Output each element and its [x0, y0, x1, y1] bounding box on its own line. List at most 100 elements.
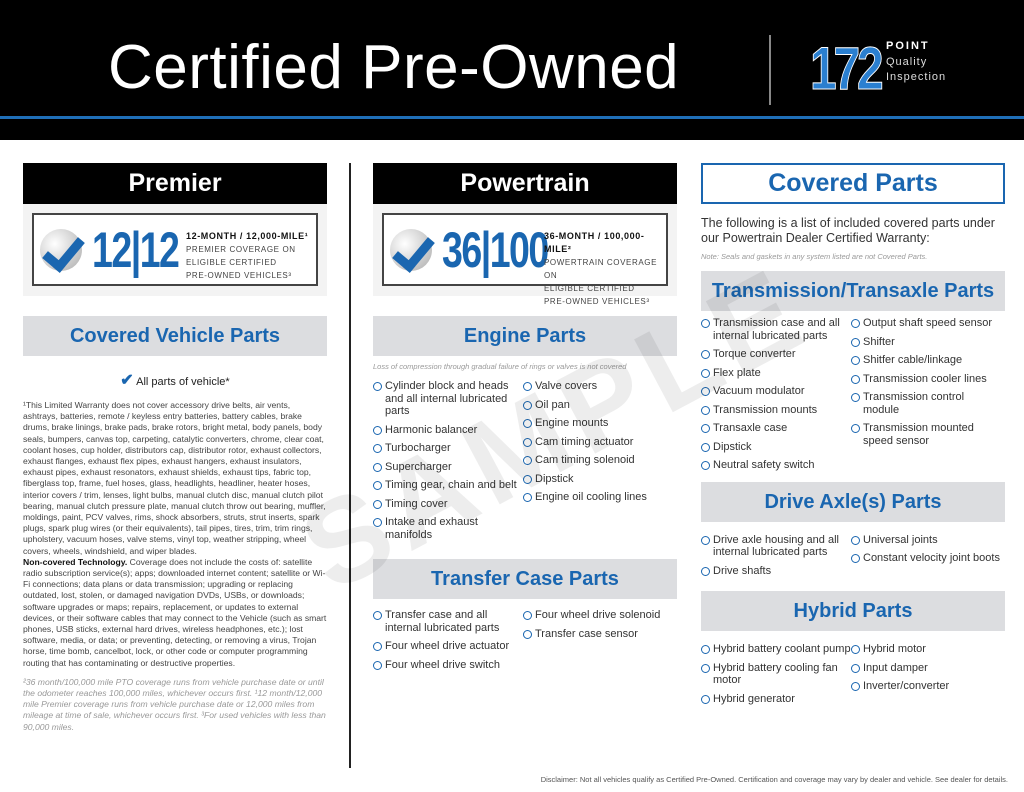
list-item: Cam timing solenoid [523, 454, 673, 467]
list-item: Output shaft speed sensor [851, 317, 1001, 330]
badge-text: PRE-OWNED VEHICLES³ [186, 271, 292, 280]
list-item: Hybrid motor [851, 643, 1001, 656]
hybrid-parts-list: Hybrid battery coolant pump Hybrid batter… [701, 643, 1005, 711]
parts-sublist: Transfer case and all internal lubricate… [373, 609, 523, 677]
badge-text: ELIGIBLE CERTIFIED [544, 284, 635, 293]
badge-text: PRE-OWNED VEHICLES³ [544, 297, 650, 306]
premier-column: Premier 12|12 12-MONTH / 12,000-MILE¹ PRE… [23, 163, 327, 733]
list-item: Hybrid battery coolant pump [701, 643, 851, 656]
badge-numbers: 12|12 [92, 222, 180, 278]
inspection-number: 172 [810, 35, 884, 103]
list-item: Hybrid battery cooling fan motor [701, 662, 851, 687]
list-item: Timing cover [373, 498, 523, 511]
header-banner: Certified Pre-Owned 172 POINT Quality In… [0, 0, 1024, 140]
checkmark-icon: ✔ [120, 372, 134, 389]
badge-text: PREMIER COVERAGE ON [186, 245, 296, 254]
engine-parts-list: Cylinder block and heads and all interna… [373, 380, 677, 547]
list-item: Input damper [851, 662, 1001, 675]
list-item: Cylinder block and heads and all interna… [373, 380, 523, 418]
list-item: Transmission mounted speed sensor [851, 422, 1001, 447]
list-item: Hybrid generator [701, 693, 851, 706]
inspection-label: POINT [886, 40, 930, 52]
covered-intro: The following is a list of included cove… [701, 216, 995, 245]
inspection-label: Inspection [886, 71, 947, 83]
list-item: Oil pan [523, 399, 673, 412]
checkmark-icon [390, 229, 432, 271]
section-title: Transmission/Transaxle Parts [701, 271, 1005, 311]
covered-parts-title: Covered Parts [701, 163, 1005, 204]
list-item: Engine mounts [523, 417, 673, 430]
premier-title: Premier [23, 163, 327, 204]
footnote: ²36 month/100,000 mile PTO coverage runs… [23, 676, 326, 732]
list-item: Shitfer cable/linkage [851, 354, 1001, 367]
parts-sublist: Universal joints Constant velocity joint … [851, 534, 1001, 584]
parts-sublist: Cylinder block and heads and all interna… [373, 380, 523, 547]
list-item: Four wheel drive solenoid [523, 609, 673, 622]
covered-parts-column: Covered Parts The following is a list of… [701, 163, 1005, 711]
list-item: Transaxle case [701, 422, 851, 435]
section-title: Engine Parts [373, 316, 677, 356]
engine-note: Loss of compression through gradual fail… [373, 362, 627, 371]
list-item: Constant velocity joint boots [851, 552, 1001, 565]
page-title: Certified Pre-Owned [108, 33, 680, 102]
parts-sublist: Hybrid battery coolant pump Hybrid batter… [701, 643, 851, 711]
list-item: Supercharger [373, 461, 523, 474]
premier-badge: 12|12 12-MONTH / 12,000-MILE¹ PREMIER COV… [32, 213, 318, 286]
powertrain-column: Powertrain 36|100 36-MONTH / 100,000-MIL… [373, 163, 677, 677]
list-item: Torque converter [701, 348, 851, 361]
list-item: Harmonic balancer [373, 424, 523, 437]
all-parts-line: ✔ All parts of vehicle* [23, 370, 327, 390]
list-item: Transmission control module [851, 391, 1001, 416]
list-item: Transfer case sensor [523, 628, 673, 641]
list-item: Engine oil cooling lines [523, 491, 673, 504]
list-item: Vacuum modulator [701, 385, 851, 398]
list-item: Timing gear, chain and belt [373, 479, 523, 492]
list-item: Intake and exhaust manifolds [373, 516, 523, 541]
list-item: Transmission cooler lines [851, 373, 1001, 386]
disclaimer: Disclaimer: Not all vehicles qualify as … [540, 775, 1008, 784]
covered-note: Note: Seals and gaskets in any system li… [701, 252, 928, 261]
list-item: Dipstick [701, 441, 851, 454]
powertrain-badge: 36|100 36-MONTH / 100,000-MILE² POWERTRAI… [382, 213, 668, 306]
list-item: Universal joints [851, 534, 1001, 547]
parts-sublist: Valve covers Oil pan Engine mounts Cam timi… [523, 380, 673, 547]
all-parts-text: All parts of vehicle* [136, 376, 230, 388]
parts-sublist: Transmission case and all internal lubri… [701, 317, 851, 478]
badge-text: POWERTRAIN COVERAGE ON [544, 258, 658, 280]
drive-axle-parts-list: Drive axle housing and all internal lubr… [701, 534, 1005, 584]
list-item: Drive axle housing and all internal lubr… [701, 534, 851, 559]
list-item: Drive shafts [701, 565, 851, 578]
section-title: Transfer Case Parts [373, 559, 677, 599]
header-accent-line [0, 116, 1024, 119]
list-item: Turbocharger [373, 442, 523, 455]
list-item: Dipstick [523, 473, 673, 486]
list-item: Four wheel drive switch [373, 659, 523, 672]
list-item: Flex plate [701, 367, 851, 380]
tech-label: Non-covered Technology. [23, 556, 128, 567]
list-item: Inverter/converter [851, 680, 1001, 693]
section-title: Covered Vehicle Parts [23, 316, 327, 356]
parts-sublist: Hybrid motor Input damper Inverter/convert… [851, 643, 1001, 711]
column-divider [349, 163, 351, 768]
list-item: Transfer case and all internal lubricate… [373, 609, 523, 634]
list-item: Four wheel drive actuator [373, 640, 523, 653]
section-title: Hybrid Parts [701, 591, 1005, 631]
transmission-parts-list: Transmission case and all internal lubri… [701, 317, 1005, 478]
exclusions-text: ¹This Limited Warranty does not cover ac… [23, 400, 326, 556]
badge-headline: 12-MONTH / 12,000-MILE¹ [186, 231, 309, 241]
powertrain-title: Powertrain [373, 163, 677, 204]
list-item: Transmission case and all internal lubri… [701, 317, 851, 342]
parts-sublist: Four wheel drive solenoid Transfer case s… [523, 609, 673, 677]
list-item: Shifter [851, 336, 1001, 349]
inspection-label: Quality [886, 56, 928, 68]
badge-text: ELIGIBLE CERTIFIED [186, 258, 277, 267]
parts-sublist: Drive axle housing and all internal lubr… [701, 534, 851, 584]
parts-sublist: Output shaft speed sensor Shifter Shitfer … [851, 317, 1001, 478]
list-item: Cam timing actuator [523, 436, 673, 449]
checkmark-icon [40, 229, 82, 271]
list-item: Transmission mounts [701, 404, 851, 417]
badge-headline: 36-MONTH / 100,000-MILE² [544, 231, 645, 254]
section-title: Drive Axle(s) Parts [701, 481, 1005, 522]
tech-text: Coverage does not include the costs of: … [23, 556, 327, 668]
list-item: Neutral safety switch [701, 459, 851, 472]
